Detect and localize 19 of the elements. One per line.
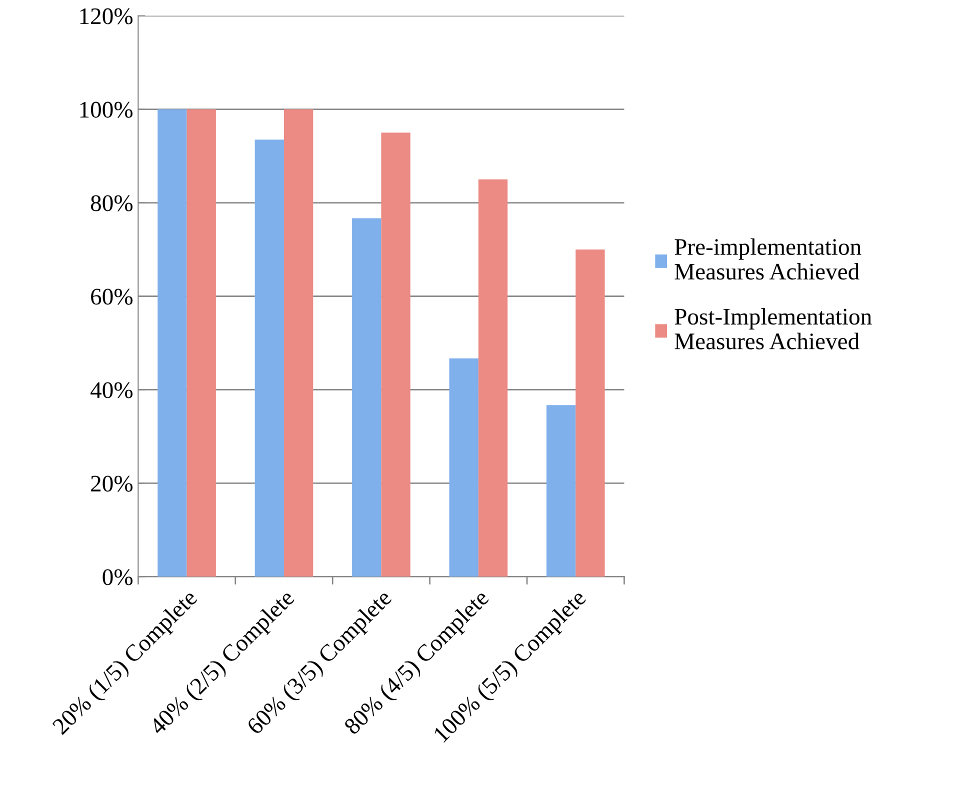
y-tick-label: 20% xyxy=(91,476,133,492)
bar xyxy=(254,140,284,577)
bar xyxy=(158,109,187,577)
y-tick-label: 80% xyxy=(90,195,133,212)
bar xyxy=(546,405,576,577)
bar xyxy=(449,358,478,577)
bar xyxy=(478,179,508,577)
legend-label: Post-Implementation Measures Achieved xyxy=(674,308,872,350)
y-tick-label: 100% xyxy=(80,102,133,118)
bar xyxy=(576,250,605,577)
bar xyxy=(284,109,314,577)
bar xyxy=(186,109,216,577)
bar xyxy=(381,132,410,577)
y-tick-label: 60% xyxy=(91,288,133,305)
y-tick-label: 40% xyxy=(90,382,133,398)
legend-label: Pre-implementation Measures Achieved xyxy=(674,238,862,280)
y-tick-label: 120% xyxy=(80,8,133,24)
y-tick-label: 0% xyxy=(102,569,133,586)
bar xyxy=(352,218,382,577)
